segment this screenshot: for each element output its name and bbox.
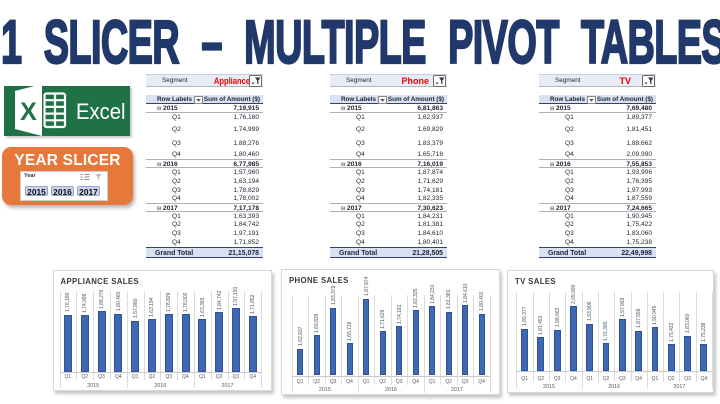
- svg-text:X: X: [20, 98, 37, 126]
